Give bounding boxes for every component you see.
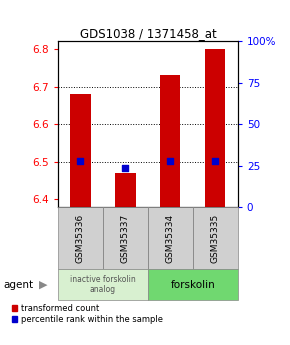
Bar bbox=[58, 269, 148, 300]
Bar bbox=[160, 75, 180, 207]
Bar bbox=[70, 94, 90, 207]
Point bbox=[168, 159, 173, 164]
Bar bbox=[115, 173, 135, 207]
Text: GSM35334: GSM35334 bbox=[166, 214, 175, 263]
Text: ▶: ▶ bbox=[39, 280, 48, 289]
Bar bbox=[193, 207, 238, 269]
Text: agent: agent bbox=[3, 280, 33, 289]
Bar bbox=[103, 207, 148, 269]
Text: forskolin: forskolin bbox=[171, 280, 215, 289]
Point bbox=[123, 165, 128, 171]
Text: GSM35336: GSM35336 bbox=[76, 214, 85, 263]
Bar bbox=[58, 207, 103, 269]
Title: GDS1038 / 1371458_at: GDS1038 / 1371458_at bbox=[79, 27, 216, 40]
Bar bbox=[148, 207, 193, 269]
Legend: transformed count, percentile rank within the sample: transformed count, percentile rank withi… bbox=[12, 304, 163, 324]
Text: GSM35335: GSM35335 bbox=[211, 214, 220, 263]
Bar bbox=[148, 269, 238, 300]
Text: inactive forskolin
analog: inactive forskolin analog bbox=[70, 275, 136, 294]
Point bbox=[78, 159, 83, 164]
Bar bbox=[205, 49, 225, 207]
Point bbox=[213, 159, 218, 164]
Text: GSM35337: GSM35337 bbox=[121, 214, 130, 263]
